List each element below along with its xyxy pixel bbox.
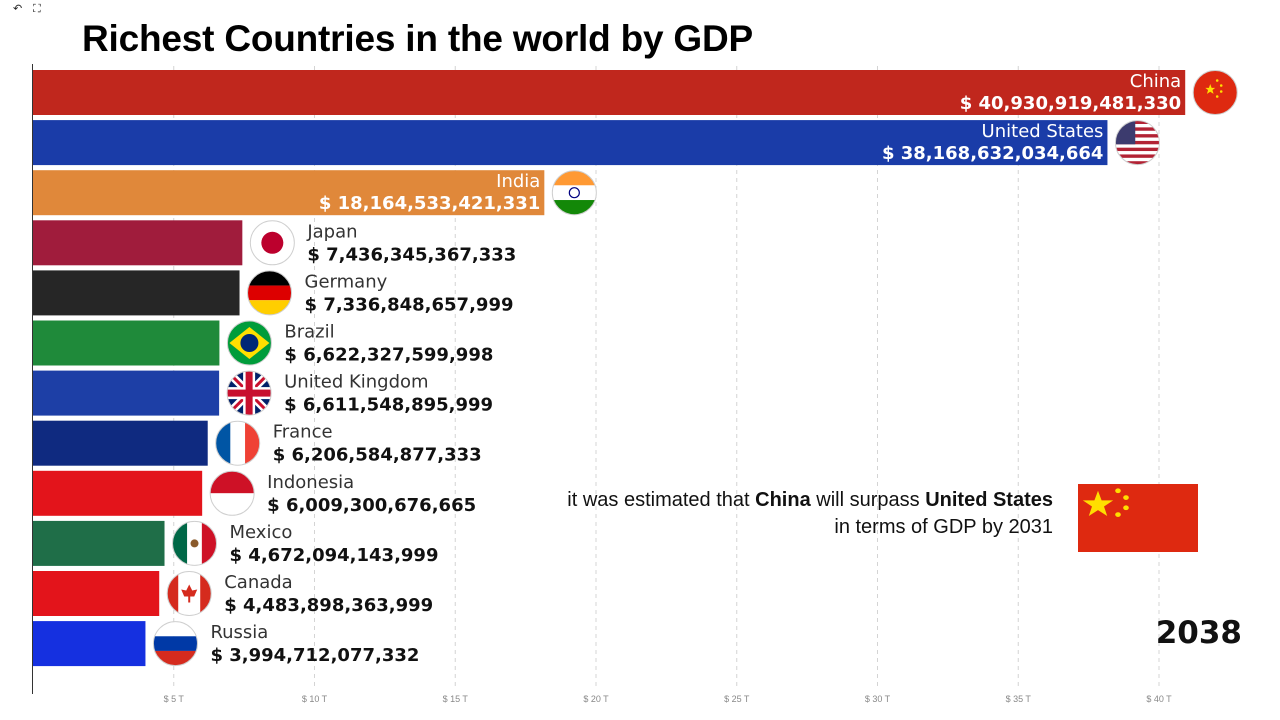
bar-china (33, 70, 1186, 115)
country-label: Canada (224, 572, 293, 593)
back-arrow-icon[interactable]: ↶ (13, 2, 23, 15)
value-label: $ 4,483,898,363,999 (224, 595, 433, 616)
value-label: $ 3,994,712,077,332 (210, 645, 419, 666)
country-label: Russia (210, 622, 268, 643)
bar-uk (33, 370, 220, 416)
value-label: $ 6,611,548,895,999 (284, 395, 493, 416)
country-label: Brazil (284, 322, 334, 343)
value-label: $ 38,168,632,034,664 (882, 143, 1103, 164)
note-text-2: will surpass (810, 489, 926, 511)
usa-flag-icon (1114, 120, 1160, 166)
x-tick-label: $ 40 T (1146, 694, 1172, 704)
russia-flag-icon (152, 621, 198, 667)
x-tick-label: $ 20 T (583, 694, 609, 704)
country-label: Indonesia (267, 472, 354, 493)
indonesia-flag-icon (209, 470, 255, 516)
china-flag-icon (1192, 70, 1238, 115)
india-flag-icon (551, 170, 597, 216)
note-bold-united-states: United States (925, 489, 1053, 511)
annotation-note: it was estimated that China will surpass… (560, 487, 1053, 541)
note-bold-china: China (755, 489, 811, 511)
bar-canada (33, 571, 160, 616)
country-label: India (496, 171, 540, 192)
value-label: $ 18,164,533,421,331 (319, 193, 540, 214)
fullscreen-icon[interactable]: ⛶ (33, 2, 41, 15)
bar-germany (33, 270, 240, 316)
bar-russia (33, 621, 146, 667)
bar-france (33, 420, 208, 466)
value-label: $ 7,436,345,367,333 (307, 244, 516, 265)
bar-brazil (33, 320, 220, 366)
country-label: Japan (306, 221, 357, 242)
value-label: $ 7,336,848,657,999 (305, 294, 514, 315)
x-tick-label: $ 25 T (724, 694, 750, 704)
uk-flag-icon (226, 370, 272, 416)
y-axis-line (32, 64, 33, 694)
bar-india (33, 170, 545, 216)
country-label: United Kingdom (284, 372, 428, 393)
brazil-flag-icon (226, 320, 272, 366)
bar-usa (33, 120, 1108, 166)
x-tick-label: $ 5 T (164, 694, 185, 704)
x-tick-label: $ 30 T (865, 694, 891, 704)
x-tick-label: $ 15 T (443, 694, 469, 704)
note-text-3: in terms of GDP by 2031 (834, 516, 1053, 538)
value-label: $ 4,672,094,143,999 (230, 545, 439, 566)
germany-flag-icon (247, 270, 293, 316)
note-text-1: it was estimated that (567, 489, 756, 511)
x-tick-label: $ 35 T (1006, 694, 1032, 704)
value-label: $ 6,009,300,676,665 (267, 495, 476, 516)
value-label: $ 6,622,327,599,998 (284, 345, 493, 366)
value-label: $ 6,206,584,877,333 (273, 445, 482, 466)
bar-mexico (33, 520, 165, 566)
japan-flag-icon (249, 220, 295, 266)
country-label: Germany (305, 271, 388, 292)
country-label: Mexico (230, 522, 293, 543)
x-tick-label: $ 10 T (302, 694, 328, 704)
china-flag-icon (1078, 484, 1198, 552)
bar-indonesia (33, 470, 203, 516)
chart-title: Richest Countries in the world by GDP (82, 18, 754, 59)
france-flag-icon (215, 420, 261, 466)
country-label: France (273, 422, 333, 443)
country-label: United States (982, 121, 1104, 142)
bar-japan (33, 220, 243, 266)
year-label: 2038 (1155, 615, 1242, 651)
value-label: $ 40,930,919,481,330 (960, 93, 1181, 114)
canada-flag-icon (166, 571, 212, 616)
mexico-flag-icon (172, 520, 218, 566)
country-label: China (1130, 71, 1181, 92)
